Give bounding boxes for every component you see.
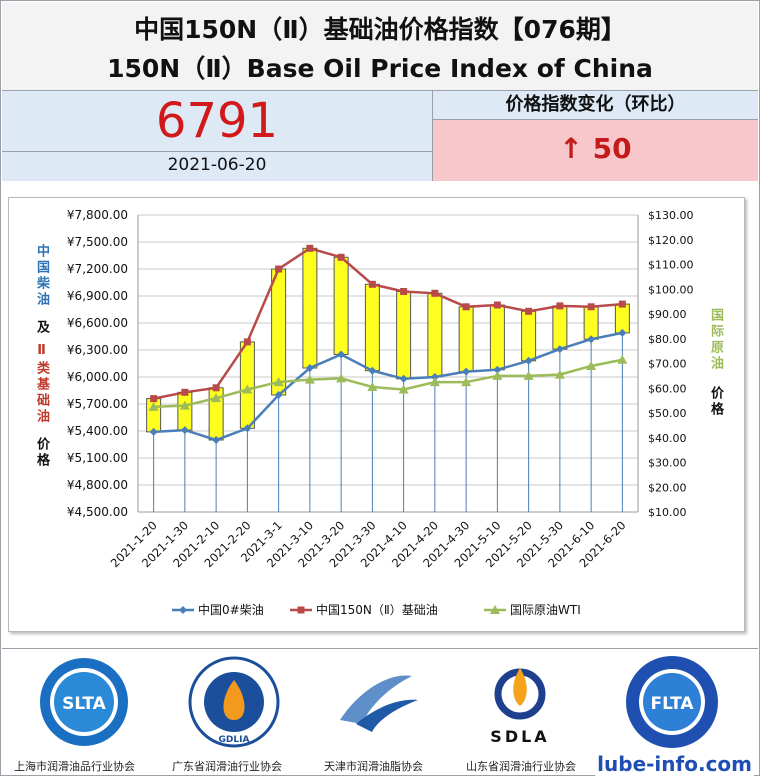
change-label: 价格指数变化（环比） [505, 94, 686, 115]
left-axis-title-part1: 中国柴油 [34, 244, 49, 308]
tianjin-swoosh-icon [340, 675, 412, 724]
index-date: 2021-06-20 [167, 155, 267, 175]
gdlia-abbr: GDLIA [219, 735, 250, 745]
index-value: 6791 [155, 93, 279, 149]
flta-logo-core [643, 673, 701, 731]
title-chinese: 中国150N（Ⅱ）基础油价格指数【076期】 [134, 15, 626, 44]
right-axis-title-part2: 价格 [708, 386, 723, 418]
change-value-panel: ↑ 50 [433, 120, 758, 181]
logo-name-tianjin: 天津市润滑油脂协会 [324, 760, 423, 773]
logo-name-slta: 上海市润滑油品行业协会 [14, 760, 135, 773]
title-english: 150N（Ⅱ）Base Oil Price Index of China [107, 54, 653, 83]
sdla-abbr: SDLA [490, 727, 549, 746]
oil-drop-icon [223, 680, 245, 720]
left-axis-title-part3: Ⅱ类基础油 [34, 343, 49, 425]
sdla-flame-icon [513, 668, 527, 706]
logo-name-gdlia: 广东省润滑油行业协会 [172, 760, 282, 773]
change-label-panel: 价格指数变化（环比） [433, 91, 758, 120]
right-axis-title-part1: 国际原油 [708, 308, 723, 372]
divider [2, 648, 758, 649]
title-banner: 中国150N（Ⅱ）基础油价格指数【076期】 150N（Ⅱ）Base Oil P… [2, 2, 758, 91]
site-watermark[interactable]: lube-info.com [595, 752, 754, 776]
flta-abbr: FLTA [650, 694, 694, 714]
slta-abbr: SLTA [62, 694, 107, 714]
change-value: ↑ 50 [559, 132, 632, 165]
tianjin-wave-icon [356, 699, 418, 732]
left-axis-title-part2: 及 [34, 320, 49, 336]
index-value-panel: 6791 2021-06-20 [2, 91, 433, 181]
logo-name-sdla: 山东省润滑油行业协会 [466, 760, 576, 773]
slta-logo-core [54, 672, 114, 732]
divider [2, 151, 432, 152]
left-axis-title-part4: 价格 [34, 437, 49, 469]
